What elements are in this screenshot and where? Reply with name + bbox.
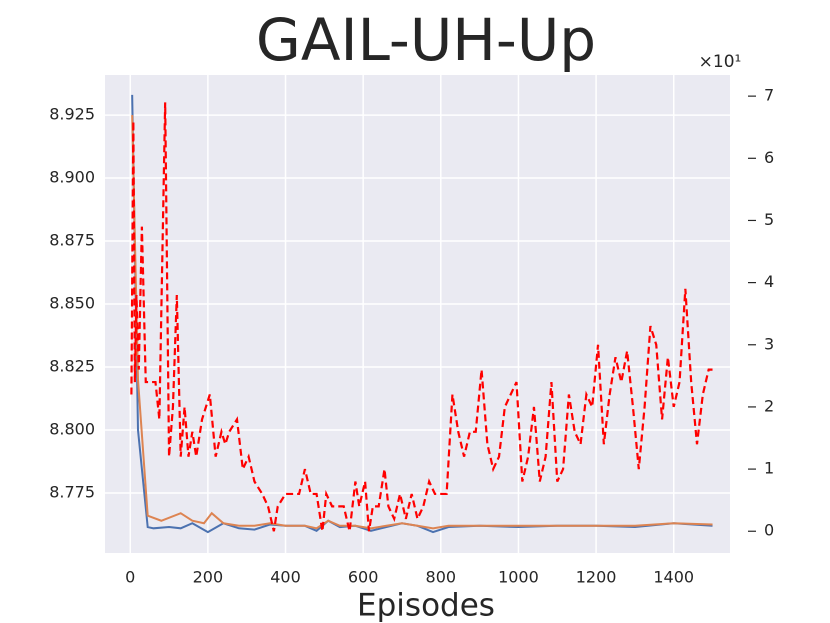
- y2-tick-label: 3: [764, 334, 774, 353]
- x-axis-label: Episodes: [357, 588, 495, 623]
- x-tick-label: 400: [270, 568, 301, 587]
- x-tick-label: 600: [348, 568, 379, 587]
- y-tick-label: 8.875: [49, 231, 95, 250]
- y-tick-label: 8.775: [49, 483, 95, 502]
- y-tick-label: 8.825: [49, 357, 95, 376]
- y2-scale-label: ×10¹: [699, 52, 742, 72]
- x-tick-label: 1400: [653, 568, 694, 587]
- y2-tick-label: 1: [764, 459, 774, 478]
- chart-title: GAIL-UH-Up: [256, 6, 596, 74]
- y2-tick-label: 0: [764, 521, 774, 540]
- series-line: [130, 102, 713, 532]
- x-tick-label: 0: [125, 568, 135, 587]
- x-tick-label: 200: [193, 568, 224, 587]
- y-tick-label: 8.850: [49, 294, 95, 313]
- y2-tick-label: 7: [764, 86, 774, 105]
- x-tick-label: 1200: [576, 568, 617, 587]
- x-tick-label: 800: [426, 568, 457, 587]
- y-tick-label: 8.925: [49, 105, 95, 124]
- y2-tick-label: 4: [764, 272, 774, 291]
- series-line: [131, 115, 713, 530]
- plot-area: [105, 75, 730, 553]
- y2-tick-label: 2: [764, 396, 774, 415]
- y2-tick-label: 6: [764, 148, 774, 167]
- y2-tick-label: 5: [764, 210, 774, 229]
- y-tick-label: 8.800: [49, 420, 95, 439]
- x-tick-label: 1000: [498, 568, 539, 587]
- y-tick-label: 8.900: [49, 168, 95, 187]
